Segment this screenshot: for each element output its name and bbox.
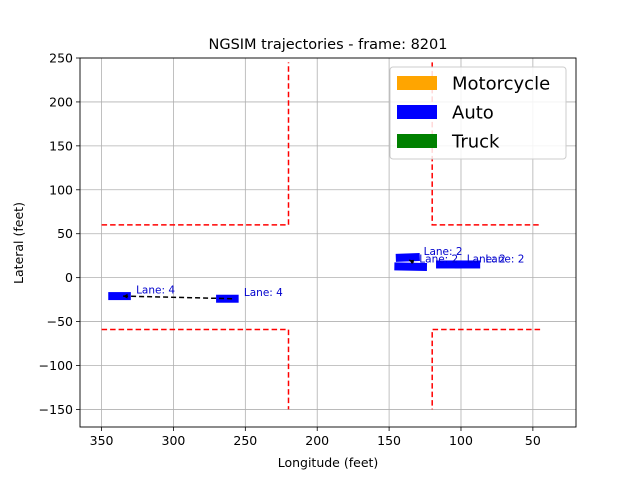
y-tick-label: 100 bbox=[49, 182, 73, 197]
vehicle-marker bbox=[108, 292, 131, 301]
chart-title: NGSIM trajectories - frame: 8201 bbox=[208, 37, 447, 53]
lane-label: Lane: 2 bbox=[419, 254, 458, 266]
lane-label: Lane: 4 bbox=[244, 287, 283, 299]
legend-swatch bbox=[397, 76, 437, 90]
x-tick-label: 350 bbox=[90, 433, 114, 448]
y-axis-label: Lateral (feet) bbox=[11, 202, 26, 284]
road-boundary-line bbox=[101, 328, 290, 410]
x-tick-label: 100 bbox=[449, 433, 473, 448]
trajectory-line bbox=[123, 295, 233, 300]
plot-area: 350 300 250 200 150 100 50 250 200 150 100 50 0 −50 −1… bbox=[39, 51, 577, 448]
axes-frame bbox=[79, 57, 577, 428]
y-tick-label: −150 bbox=[39, 402, 73, 417]
x-tick-label: 200 bbox=[305, 433, 329, 448]
trajectory-arrowhead bbox=[409, 259, 415, 265]
lane-label: Lane: 2 bbox=[424, 246, 463, 258]
y-tick-label: −100 bbox=[39, 358, 73, 373]
legend-swatch bbox=[397, 134, 437, 148]
y-tick-label: −50 bbox=[47, 314, 73, 329]
legend-swatch bbox=[397, 105, 437, 119]
legend-label: Truck bbox=[451, 132, 500, 153]
vehicle-marker bbox=[395, 253, 420, 262]
vehicle-marker bbox=[394, 262, 428, 271]
road-boundary-line bbox=[101, 62, 290, 226]
lane-label: Lane: 2 bbox=[467, 254, 506, 266]
y-tick-label: 200 bbox=[49, 94, 73, 109]
x-tick-label: 250 bbox=[233, 433, 257, 448]
y-tick-label: 0 bbox=[65, 270, 73, 285]
lane-label: Lane: 4 bbox=[136, 284, 175, 296]
y-tick-label: 50 bbox=[57, 226, 73, 241]
vehicle-marker bbox=[454, 260, 481, 269]
x-tick-label: 50 bbox=[525, 433, 541, 448]
x-tick-label: 300 bbox=[162, 433, 186, 448]
lane-label: Lane: 2 bbox=[485, 254, 524, 266]
legend-label: Motorcycle bbox=[452, 74, 550, 95]
x-axis-label: Longitude (feet) bbox=[278, 455, 379, 470]
y-tick-label: 250 bbox=[49, 51, 73, 66]
road-boundary-line bbox=[431, 328, 541, 410]
y-tick-label: 150 bbox=[49, 138, 73, 153]
trajectory-arrowhead bbox=[123, 293, 128, 299]
x-tick-label: 150 bbox=[377, 433, 401, 448]
legend-label: Auto bbox=[452, 103, 494, 124]
